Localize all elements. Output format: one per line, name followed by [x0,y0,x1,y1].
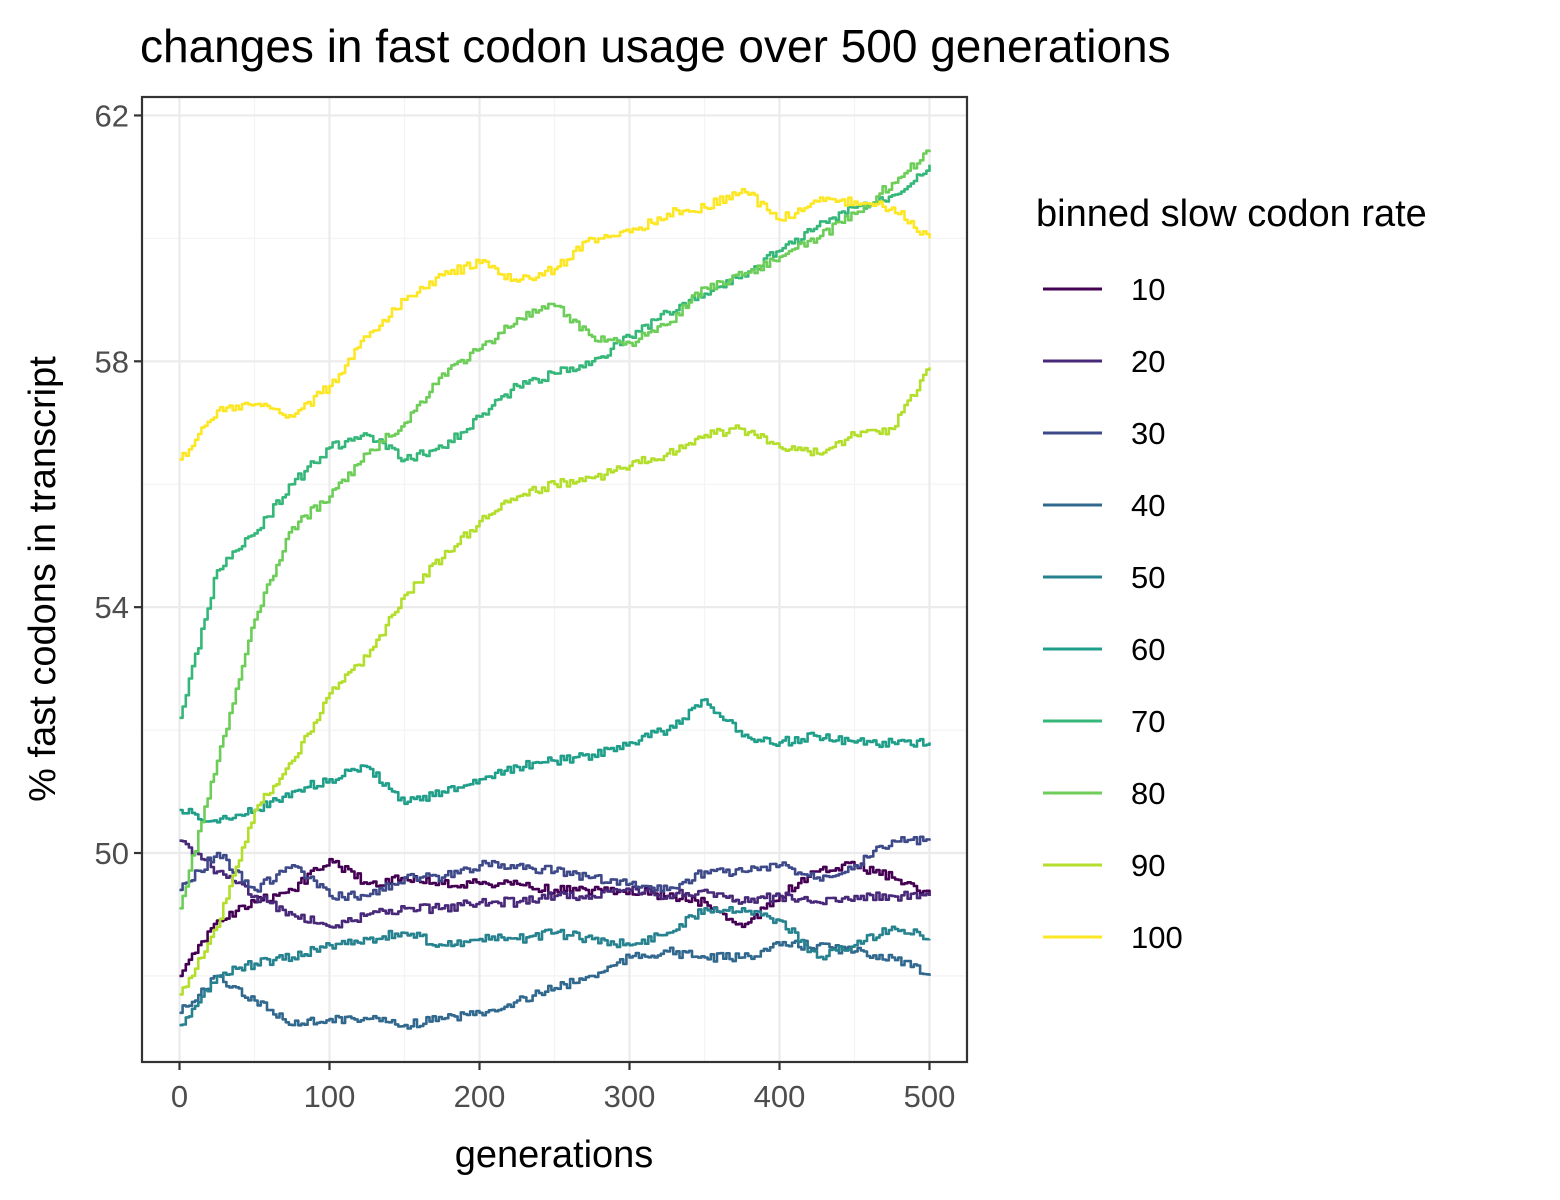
legend-label-80: 80 [1131,776,1165,811]
series-line-20 [179,839,931,929]
series-line-50 [179,906,931,1027]
chart-title: changes in fast codon usage over 500 gen… [140,20,1171,72]
y-tick-label: 62 [95,98,129,133]
series-lines [179,149,931,1030]
x-tick-label: 0 [171,1079,188,1114]
grid [142,97,967,1062]
legend-label-20: 20 [1131,344,1165,379]
series-line-70 [179,164,931,720]
plot-panel-border [140,95,969,1064]
legend-label-10: 10 [1131,272,1165,307]
legend-label-30: 30 [1131,416,1165,451]
y-axis-ticks: 50 54 58 62 [95,98,142,871]
legend-label-40: 40 [1131,488,1165,523]
legend-label-60: 60 [1131,632,1165,667]
x-tick-label: 500 [904,1079,956,1114]
x-tick-label: 400 [754,1079,806,1114]
legend-label-100: 100 [1131,920,1183,955]
legend-title: binned slow codon rate [1036,193,1427,235]
series-line-30 [179,835,931,901]
series-line-80 [179,149,931,910]
series-line-60 [179,698,931,824]
y-axis-title: % fast codons in transcript [22,356,64,802]
series-line-100 [179,187,931,461]
x-tick-label: 200 [454,1079,506,1114]
legend-label-70: 70 [1131,704,1165,739]
y-tick-label: 58 [95,344,129,379]
legend-label-90: 90 [1131,848,1165,883]
x-axis-title: generations [455,1134,654,1176]
y-tick-label: 50 [95,836,129,871]
x-tick-label: 300 [604,1079,656,1114]
x-tick-label: 100 [304,1079,356,1114]
y-tick-label: 54 [95,590,129,625]
legend: binned slow codon rate 10 20 30 40 50 60 70 80 9… [1036,193,1427,955]
x-axis-ticks: 0 100 200 300 400 500 [171,1062,955,1114]
legend-label-50: 50 [1131,560,1165,595]
series-line-90 [179,367,931,996]
series-line-10 [179,857,931,978]
